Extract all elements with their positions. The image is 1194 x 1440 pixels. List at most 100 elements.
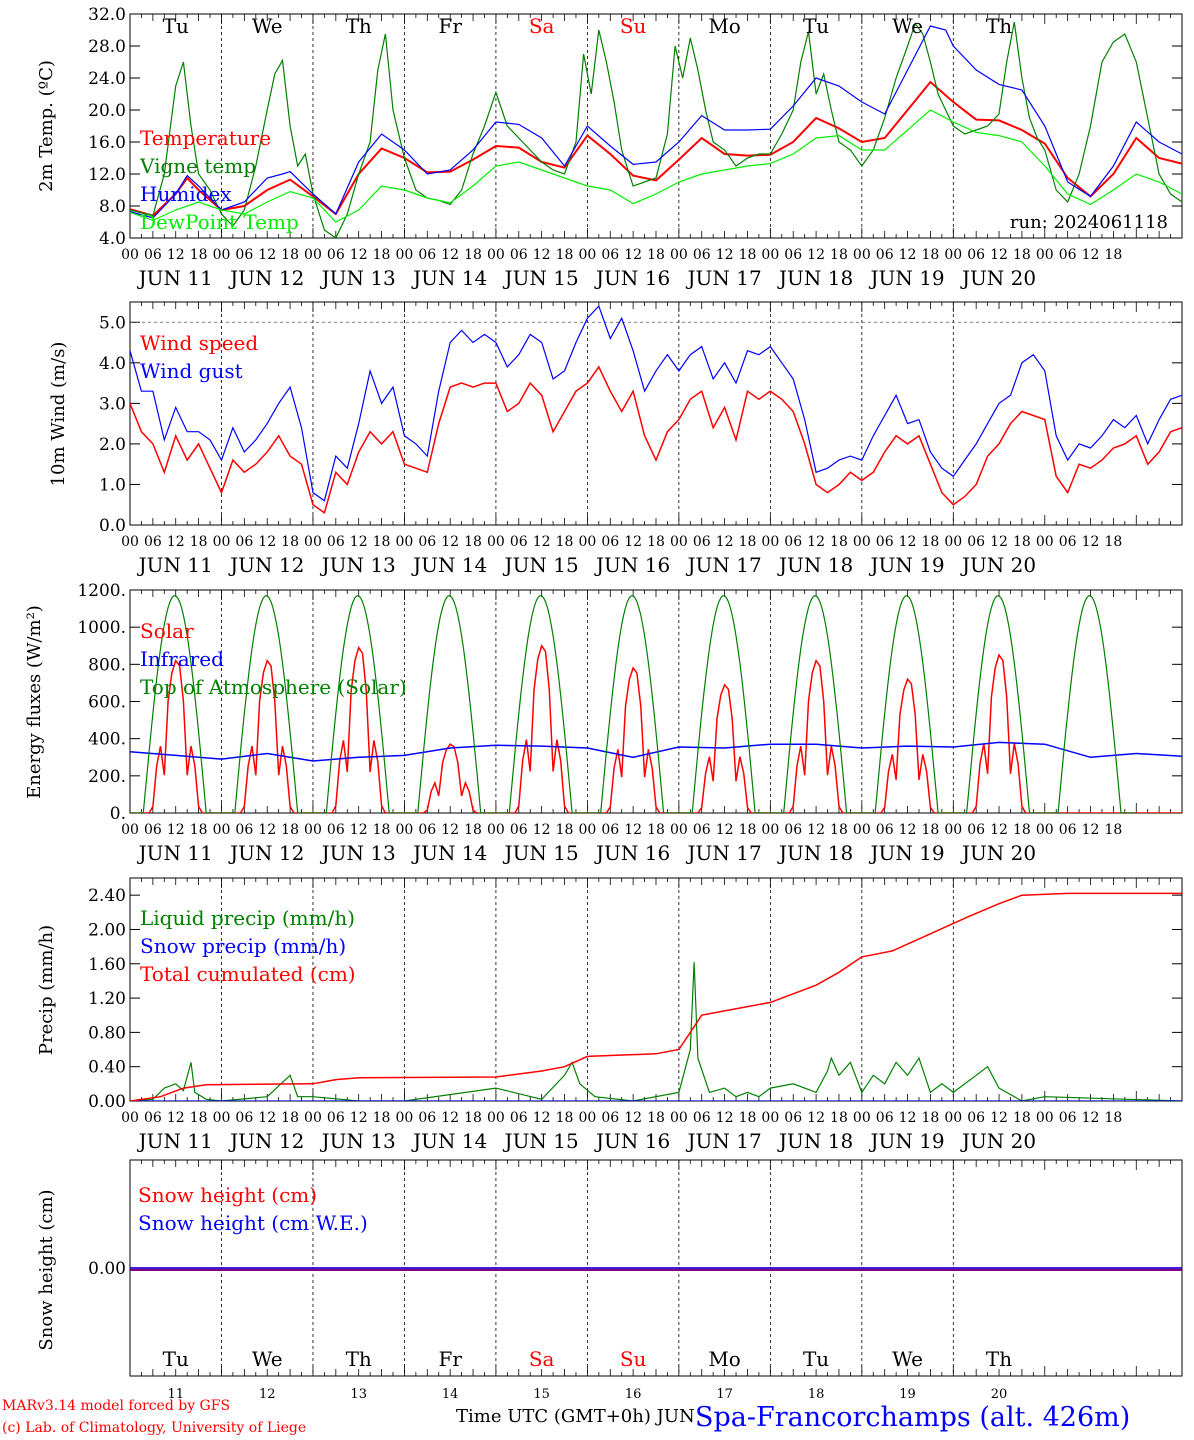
weekday-label: Fr [438, 14, 462, 38]
hour-tick-label: 00 [213, 1110, 231, 1126]
hour-tick-label: 12 [807, 1110, 825, 1126]
hour-tick-label: 06 [784, 1110, 802, 1126]
hour-tick-label: 06 [1059, 1110, 1077, 1126]
hour-tick-label: 00 [121, 822, 139, 838]
y-tick-label: 20.0 [88, 101, 126, 121]
series-line [130, 21, 1182, 238]
y-axis-label: Precip (mm/h) [36, 925, 57, 1055]
series-line [130, 595, 1137, 813]
date-label: JUN 16 [594, 1129, 670, 1153]
hour-tick-label: 06 [144, 247, 162, 263]
hour-tick-label: 12 [441, 247, 459, 263]
day-number-label: 20 [991, 1387, 1008, 1402]
hour-tick-label: 06 [876, 534, 894, 550]
hour-tick-label: 12 [441, 822, 459, 838]
hour-tick-label: 12 [716, 534, 734, 550]
hour-tick-label: 00 [304, 247, 322, 263]
panel-1: 4.0 8.0 12.0 16.0 20.0 24.0 28.0 32.0 2m Temp. (… [36, 5, 1183, 290]
hour-tick-label: 12 [350, 1110, 368, 1126]
hour-tick-label: 00 [578, 247, 596, 263]
y-tick-label: 600. [88, 693, 126, 713]
y-tick-label: 24.0 [88, 69, 126, 89]
y-tick-label: 200. [88, 767, 126, 787]
hour-tick-label: 18 [739, 534, 757, 550]
y-tick-label: 8.0 [99, 197, 126, 217]
series-line [130, 109, 1182, 223]
y-tick-label: 800. [88, 655, 126, 675]
hour-tick-label: 12 [167, 822, 185, 838]
hour-tick-label: 18 [281, 534, 299, 550]
y-tick-label: 12.0 [88, 165, 126, 185]
hour-tick-label: 12 [258, 247, 276, 263]
y-tick-label: 0.40 [88, 1058, 126, 1078]
hour-tick-label: 06 [144, 1110, 162, 1126]
hour-tick-label: 18 [830, 247, 848, 263]
hour-tick-label: 18 [647, 822, 665, 838]
hour-tick-label: 06 [693, 247, 711, 263]
hour-tick-label: 12 [441, 1110, 459, 1126]
hour-tick-label: 06 [876, 1110, 894, 1126]
series-group [130, 595, 1182, 813]
date-label: JUN 13 [320, 1129, 396, 1153]
month-label: JUN [656, 1406, 695, 1427]
hour-tick-label: 06 [967, 822, 985, 838]
y-tick-label: 0.00 [88, 1259, 126, 1279]
hour-tick-label: 00 [761, 822, 779, 838]
hour-tick-label: 06 [327, 247, 345, 263]
hour-tick-label: 12 [990, 1110, 1008, 1126]
y-axis-label: 10m Wind (m/s) [48, 342, 69, 487]
series-line [130, 304, 1182, 502]
hour-tick-label: 06 [967, 247, 985, 263]
y-tick-label: 16.0 [88, 133, 126, 153]
y-tick-label: 1000. [77, 618, 126, 638]
hour-tick-label: 06 [144, 822, 162, 838]
legend-entry: Snow precip (mm/h) [140, 934, 346, 958]
hour-tick-label: 00 [670, 1110, 688, 1126]
hour-tick-label: 18 [464, 247, 482, 263]
hour-tick-label: 18 [190, 534, 208, 550]
hour-tick-label: 06 [784, 247, 802, 263]
hour-tick-label: 00 [121, 1110, 139, 1126]
y-axis-label: 2m Temp. (ºC) [36, 60, 57, 192]
hour-tick-label: 12 [533, 1110, 551, 1126]
hour-tick-label: 12 [807, 822, 825, 838]
hour-tick-label: 18 [922, 822, 940, 838]
date-label: JUN 15 [503, 553, 579, 577]
hour-tick-label: 00 [944, 1110, 962, 1126]
day-number-label: 13 [350, 1387, 367, 1402]
hour-tick-label: 18 [190, 247, 208, 263]
hour-tick-label: 06 [510, 247, 528, 263]
legend-entry: Solar [140, 619, 194, 643]
weekday-label: Th [346, 1347, 372, 1371]
series-group [130, 892, 1182, 1101]
y-tick-label: 400. [88, 730, 126, 750]
hour-tick-label: 06 [144, 534, 162, 550]
y-tick-label: 0.0 [99, 516, 126, 536]
lab-credit: (c) Lab. of Climatology, University of L… [2, 1420, 307, 1436]
hour-tick-label: 18 [556, 534, 574, 550]
date-label: JUN 13 [320, 266, 396, 290]
hour-tick-label: 12 [533, 822, 551, 838]
series-line [130, 892, 1182, 1101]
hour-tick-label: 18 [1013, 1110, 1031, 1126]
hour-tick-label: 00 [487, 1110, 505, 1126]
hour-tick-label: 00 [670, 822, 688, 838]
hour-tick-label: 00 [487, 247, 505, 263]
date-label: JUN 20 [960, 1129, 1036, 1153]
hour-tick-label: 06 [418, 247, 436, 263]
legend-entry: Snow height (cm) [138, 1183, 317, 1207]
legend-entry: Top of Atmosphere (Solar) [140, 675, 407, 699]
hour-tick-label: 00 [396, 1110, 414, 1126]
legend-entry: Snow height (cm W.E.) [138, 1211, 368, 1235]
hour-tick-label: 00 [761, 1110, 779, 1126]
hour-tick-label: 18 [739, 247, 757, 263]
weekday-label: Mo [708, 14, 741, 38]
date-label: JUN 17 [686, 266, 762, 290]
date-label: JUN 19 [868, 266, 944, 290]
y-tick-label: 0. [110, 804, 126, 824]
series-line [130, 644, 1182, 813]
hour-tick-label: 18 [1104, 822, 1122, 838]
hour-tick-label: 06 [693, 534, 711, 550]
hour-tick-label: 06 [1059, 534, 1077, 550]
y-tick-label: 1200. [77, 581, 126, 601]
